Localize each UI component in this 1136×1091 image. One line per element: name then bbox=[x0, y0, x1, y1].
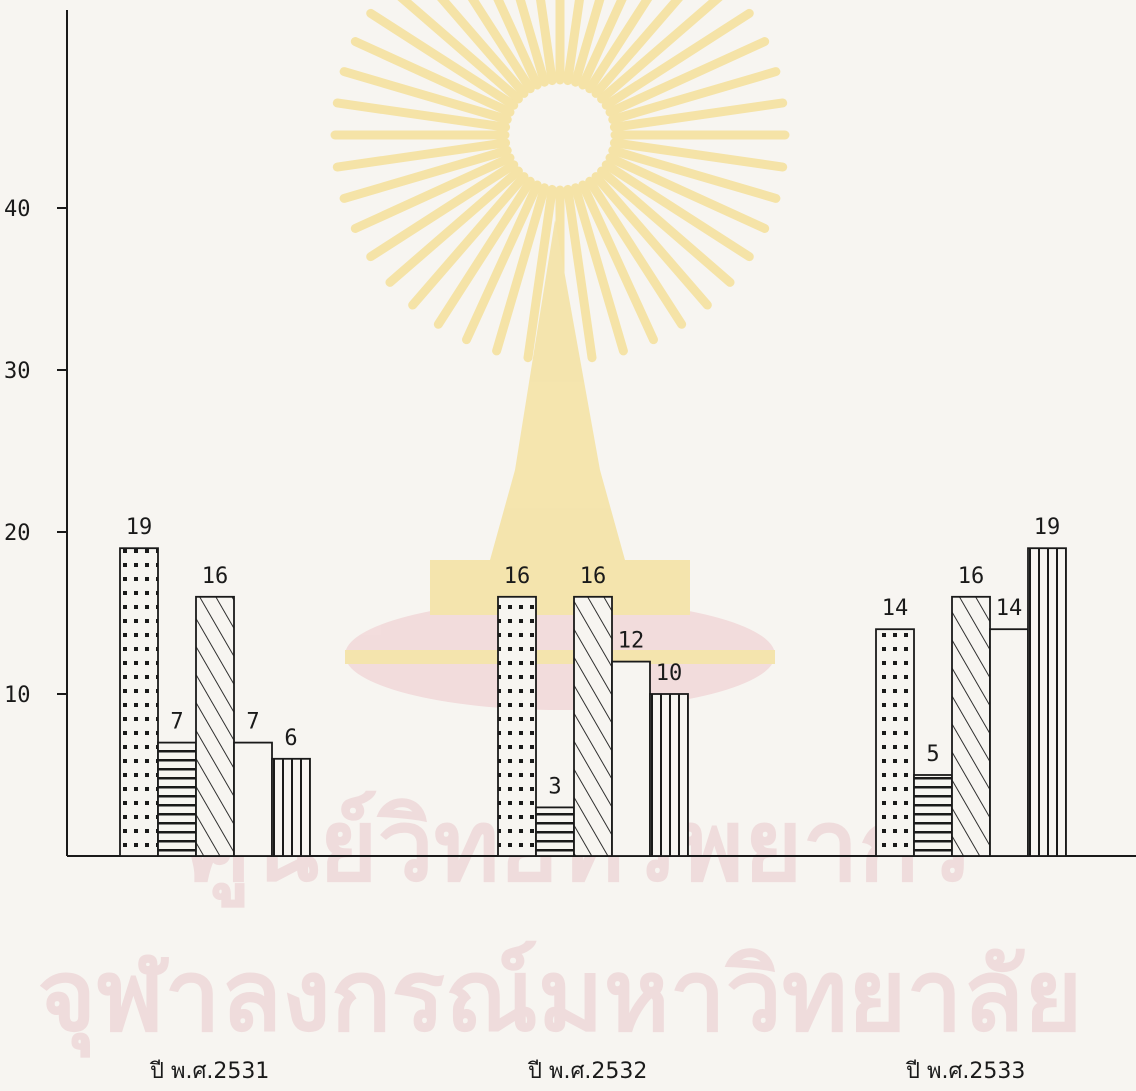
bar-value-label: 6 bbox=[284, 726, 297, 751]
bar-diagonal-lines bbox=[573, 595, 613, 857]
category-labels: ปี พ.ศ.2531 ปี พ.ศ.2532 ปี พ.ศ.2533 bbox=[149, 1059, 1026, 1084]
bar-vertical-lines bbox=[1027, 547, 1067, 857]
y-ticks: 10 20 30 40 bbox=[4, 197, 67, 708]
bar-diagonal-lines bbox=[951, 595, 991, 857]
bar-value-label: 5 bbox=[926, 742, 939, 767]
bar-diagonal-lines bbox=[195, 595, 235, 857]
bar-value-label: 10 bbox=[656, 661, 683, 686]
watermark-emblem bbox=[330, 0, 790, 710]
bar-blank bbox=[233, 741, 273, 857]
bar-horizontal-lines bbox=[535, 806, 575, 857]
bar-horizontal-lines bbox=[913, 774, 953, 857]
bar-value-label: 14 bbox=[882, 596, 909, 621]
bar-value-label: 7 bbox=[246, 710, 259, 735]
watermark-line-2: จุฬาลงกรณ์มหาวิทยาลัย bbox=[38, 937, 1083, 1058]
bar-blank bbox=[611, 660, 651, 857]
bar-value-label: 19 bbox=[1034, 515, 1061, 540]
bar-value-label: 7 bbox=[170, 710, 183, 735]
bar-value-label: 19 bbox=[126, 515, 153, 540]
bar-horizontal-lines bbox=[157, 741, 197, 857]
bar-value-label: 16 bbox=[504, 564, 531, 589]
y-tick-label: 20 bbox=[4, 521, 31, 546]
bar-dots bbox=[119, 547, 159, 857]
y-tick-label: 40 bbox=[4, 197, 31, 222]
bar-value-label: 12 bbox=[618, 629, 645, 654]
bar-value-label: 16 bbox=[580, 564, 607, 589]
bars bbox=[119, 547, 1067, 857]
y-tick-label: 30 bbox=[4, 359, 31, 384]
category-label: ปี พ.ศ.2532 bbox=[527, 1059, 648, 1084]
bar-value-label: 16 bbox=[958, 564, 985, 589]
bar-value-label: 16 bbox=[202, 564, 229, 589]
bar-vertical-lines bbox=[649, 693, 689, 857]
bar-dots bbox=[497, 595, 537, 857]
category-label: ปี พ.ศ.2531 bbox=[149, 1059, 270, 1084]
bar-vertical-lines bbox=[271, 757, 311, 857]
bar-dots bbox=[875, 628, 915, 857]
bar-value-label: 14 bbox=[996, 596, 1023, 621]
bar-value-label: 3 bbox=[548, 774, 561, 799]
category-label: ปี พ.ศ.2533 bbox=[905, 1059, 1026, 1084]
bar-blank bbox=[989, 628, 1029, 857]
y-tick-label: 10 bbox=[4, 683, 31, 708]
